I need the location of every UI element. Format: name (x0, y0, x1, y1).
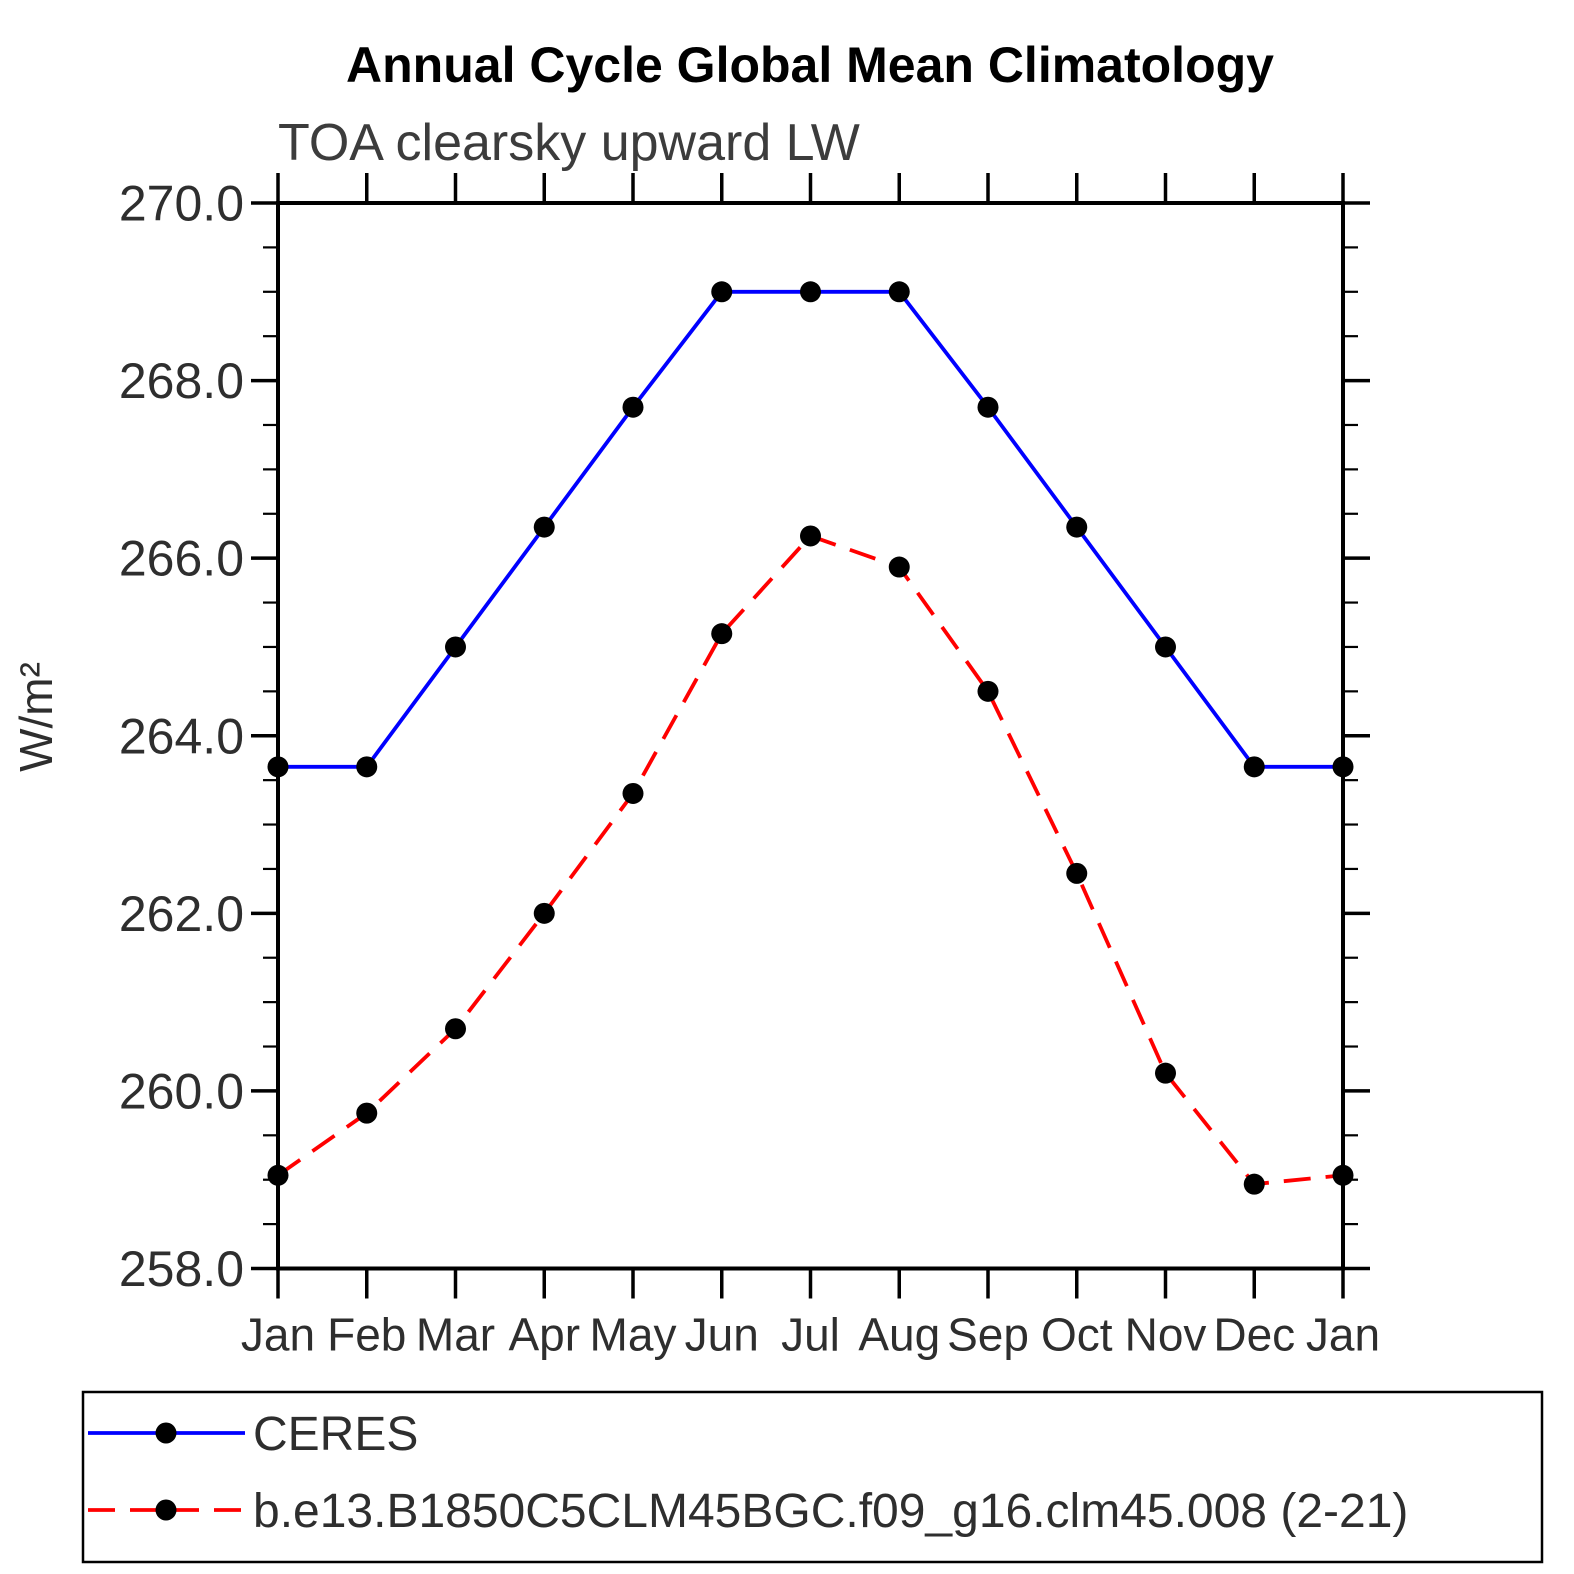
data-point-marker (267, 756, 289, 778)
x-tick-label: Dec (1213, 1309, 1295, 1361)
y-tick-label: 268.0 (119, 353, 244, 409)
data-point-marker (445, 1018, 466, 1040)
data-point-marker (1332, 1164, 1354, 1186)
data-point-marker (622, 782, 644, 804)
y-tick-label: 260.0 (119, 1063, 244, 1119)
y-tick-label: 266.0 (119, 531, 244, 587)
legend-box (81, 1390, 1544, 1564)
x-tick-label: Sep (947, 1309, 1029, 1361)
x-tick-label: May (590, 1309, 677, 1361)
x-tick-label: Nov (1125, 1309, 1207, 1361)
data-point-marker (888, 281, 910, 303)
x-tick-label: Aug (858, 1309, 940, 1361)
x-tick-label: Jan (241, 1309, 315, 1361)
y-tick-label: 262.0 (119, 886, 244, 942)
data-point-marker (800, 281, 821, 303)
data-point-marker (1243, 756, 1265, 778)
data-point-marker (533, 516, 555, 538)
data-point-marker (800, 525, 821, 547)
data-point-marker (1066, 516, 1088, 538)
chart-title: Annual Cycle Global Mean Climatology (346, 37, 1274, 93)
x-tick-label: Mar (416, 1309, 495, 1361)
chart-subtitle: TOA clearsky upward LW (278, 114, 860, 172)
data-point-marker (1066, 862, 1088, 884)
data-point-marker (977, 396, 999, 418)
x-tick-label: Oct (1041, 1309, 1113, 1361)
y-tick-label: 258.0 (119, 1241, 244, 1297)
x-tick-label: Apr (508, 1309, 580, 1361)
data-point-marker (533, 902, 555, 924)
y-axis-title: W/m² (10, 662, 62, 772)
data-point-marker (711, 281, 733, 303)
legend-marker (155, 1422, 177, 1444)
data-point-marker (1155, 1062, 1176, 1084)
data-point-marker (622, 396, 644, 418)
data-point-marker (356, 1102, 378, 1124)
legend: CERES b.e13.B1850C5CLM45BGC.f09_g16.clm45… (81, 1390, 1544, 1564)
x-tick-label: Jul (781, 1309, 840, 1361)
x-tick-label: Jun (685, 1309, 759, 1361)
legend-label: b.e13.B1850C5CLM45BGC.f09_g16.clm45.008 … (253, 1485, 1408, 1538)
data-point-marker (1155, 636, 1176, 658)
x-tick-label: Jan (1306, 1309, 1380, 1361)
data-point-marker (356, 756, 378, 778)
data-point-marker (267, 1164, 289, 1186)
y-tick-label: 270.0 (119, 176, 244, 232)
y-tick-label: 264.0 (119, 708, 244, 764)
series-line-model (276, 533, 1344, 1187)
plot-frame (276, 201, 1345, 1271)
legend-marker (155, 1499, 177, 1521)
data-point-marker (888, 556, 910, 578)
legend-label: CERES (253, 1408, 418, 1461)
x-tick-label: Feb (327, 1309, 406, 1361)
data-point-marker (445, 636, 466, 658)
data-point-marker (711, 623, 733, 645)
data-point-marker (1332, 756, 1354, 778)
data-point-marker (977, 680, 999, 702)
data-point-marker (1243, 1173, 1265, 1195)
